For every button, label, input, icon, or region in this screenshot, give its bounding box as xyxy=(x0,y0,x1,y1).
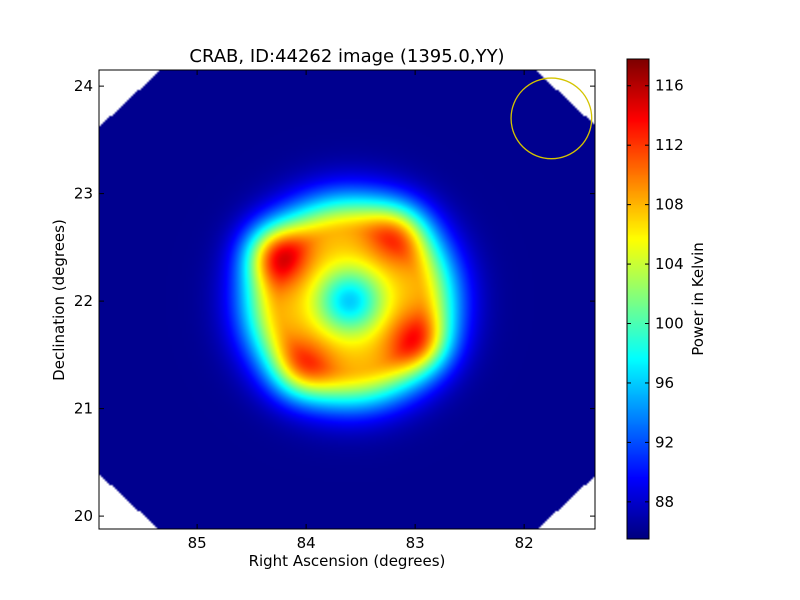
colorbar-tick-label: 104 xyxy=(655,255,684,273)
colorbar: 88 92 96 100 104 108 112 116 xyxy=(626,58,684,540)
colorbar-tick-label: 108 xyxy=(655,196,684,214)
x-tick-label: 82 xyxy=(515,534,534,552)
colorbar-ticks: 88 92 96 100 104 108 112 116 xyxy=(627,77,684,511)
y-tick-label: 21 xyxy=(74,400,93,418)
colorbar-tick-label: 100 xyxy=(655,315,684,333)
x-tick-label: 84 xyxy=(297,534,316,552)
colorbar-label: Power in Kelvin xyxy=(689,242,707,356)
colorbar-tick-label: 112 xyxy=(655,136,684,154)
chart-title: CRAB, ID:44262 image (1395.0,YY) xyxy=(189,46,504,67)
colorbar-tick-label: 88 xyxy=(655,493,674,511)
plot-frame xyxy=(98,69,596,530)
y-tick-label: 20 xyxy=(74,507,93,525)
colorbar-tick-label: 116 xyxy=(655,77,684,95)
x-tick-label: 85 xyxy=(188,534,207,552)
colorbar-tick-label: 96 xyxy=(655,374,674,392)
y-axis-label: Declination (degrees) xyxy=(50,219,68,381)
heatmap-image xyxy=(99,70,595,529)
colorbar-tick-label: 92 xyxy=(655,433,674,451)
colorbar-gradient xyxy=(627,59,649,539)
x-axis: 85 84 83 82 xyxy=(188,70,534,552)
plot-area xyxy=(98,69,596,530)
y-axis: 20 21 22 23 24 xyxy=(74,77,595,525)
colorbar-frame xyxy=(626,58,650,540)
x-axis-label: Right Ascension (degrees) xyxy=(249,552,446,570)
y-tick-label: 24 xyxy=(74,77,93,95)
y-tick-label: 22 xyxy=(74,292,93,310)
y-tick-label: 23 xyxy=(74,185,93,203)
x-tick-label: 83 xyxy=(406,534,425,552)
beam-circle xyxy=(510,77,593,160)
